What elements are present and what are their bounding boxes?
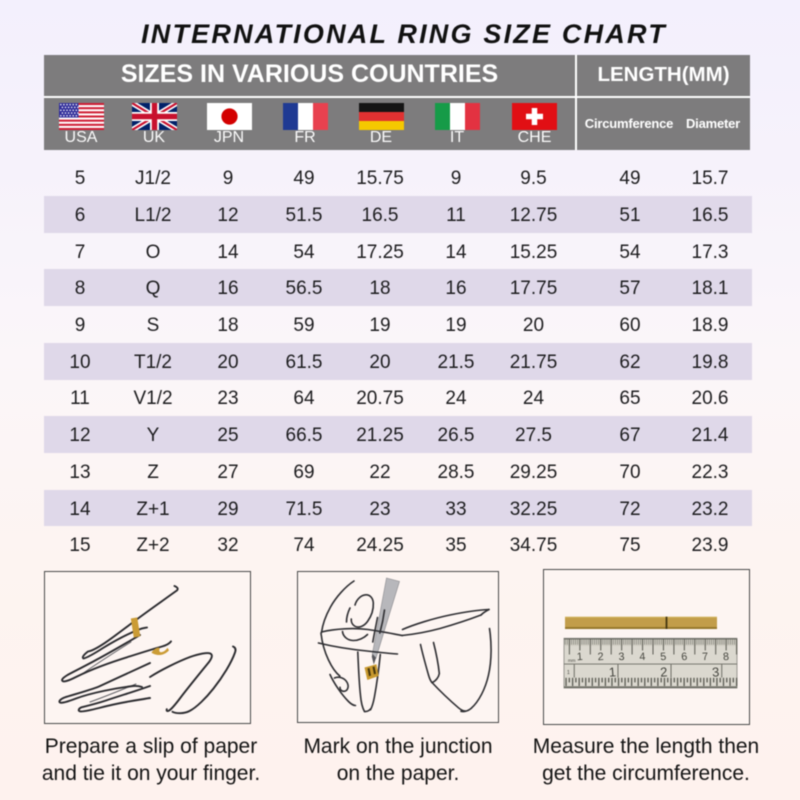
svg-text:3: 3	[712, 664, 720, 679]
svg-text:mm: mm	[568, 658, 576, 663]
svg-text:4: 4	[639, 651, 646, 663]
svg-text:2: 2	[597, 651, 604, 663]
svg-text:5: 5	[660, 651, 667, 663]
svg-text:1: 1	[567, 670, 570, 676]
svg-text:1: 1	[576, 651, 583, 663]
svg-text:1: 1	[608, 664, 616, 679]
svg-text:8: 8	[723, 651, 730, 663]
svg-text:7: 7	[702, 651, 709, 663]
svg-text:3: 3	[618, 651, 625, 663]
svg-text:2: 2	[660, 664, 668, 679]
svg-text:6: 6	[681, 651, 688, 663]
